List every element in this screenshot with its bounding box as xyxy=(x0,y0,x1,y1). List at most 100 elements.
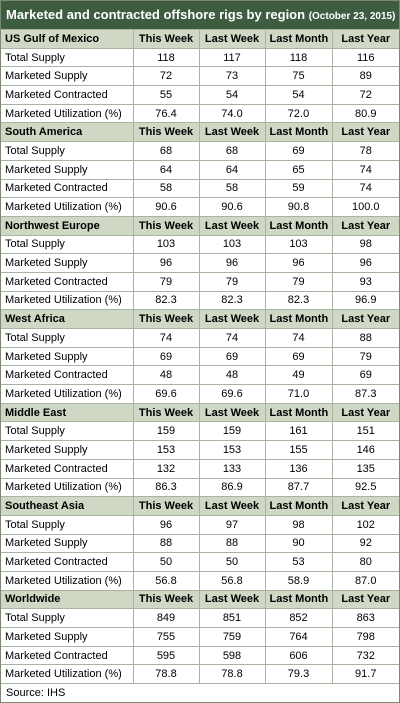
column-header: Last Year xyxy=(331,29,399,49)
rig-table: US Gulf of Mexico This Week Last Week Last … xyxy=(1,29,399,684)
cell: 76.4 xyxy=(132,103,199,123)
cell: 79 xyxy=(264,271,332,292)
cell: 72.0 xyxy=(264,103,332,123)
cell: 595 xyxy=(132,645,199,665)
data-row: Total Supply 159 159 161 151 xyxy=(1,421,399,441)
cell: 78 xyxy=(331,141,399,161)
cell: 80.9 xyxy=(331,103,399,123)
cell: 102 xyxy=(331,514,399,535)
source: Source: IHS xyxy=(1,683,399,702)
cell: 65 xyxy=(264,159,332,179)
cell: 103 xyxy=(132,234,199,254)
row-label: Total Supply xyxy=(1,514,133,535)
cell: 69.6 xyxy=(132,384,199,404)
row-label: Total Supply xyxy=(1,608,133,628)
cell: 79 xyxy=(198,271,265,292)
cell: 96.9 xyxy=(331,290,399,310)
cell: 135 xyxy=(331,458,399,478)
cell: 80 xyxy=(331,552,399,572)
column-header: This Week xyxy=(132,122,199,142)
cell: 58.9 xyxy=(264,570,332,591)
table-body: US Gulf of Mexico This Week Last Week Last … xyxy=(1,29,399,684)
cell: 849 xyxy=(132,608,199,628)
cell: 136 xyxy=(264,458,332,478)
cell: 79.3 xyxy=(264,664,332,684)
column-header: Last Week xyxy=(198,589,265,609)
cell: 118 xyxy=(264,47,332,67)
data-row: Total Supply 96 97 98 102 xyxy=(1,514,399,535)
data-row: Marketed Utilization (%) 69.6 69.6 71.0 87.3 xyxy=(1,384,399,404)
cell: 92 xyxy=(331,533,399,553)
cell: 53 xyxy=(264,552,332,572)
region-name: Worldwide xyxy=(1,589,133,609)
column-header: Last Week xyxy=(198,402,265,422)
row-label: Marketed Contracted xyxy=(1,645,133,665)
region-name: Northwest Europe xyxy=(1,215,133,236)
row-label: Marketed Utilization (%) xyxy=(1,477,133,497)
cell: 73 xyxy=(198,66,265,86)
cell: 89 xyxy=(331,66,399,86)
data-row: Marketed Supply 72 73 75 89 xyxy=(1,66,399,86)
cell: 764 xyxy=(264,627,332,647)
cell: 100.0 xyxy=(331,197,399,217)
cell: 96 xyxy=(264,253,332,273)
row-label: Marketed Contracted xyxy=(1,365,133,385)
cell: 68 xyxy=(132,141,199,161)
cell: 155 xyxy=(264,440,332,460)
column-header: This Week xyxy=(132,589,199,609)
row-label: Marketed Contracted xyxy=(1,271,133,292)
column-header: Last Month xyxy=(264,29,332,49)
column-header: Last Year xyxy=(331,122,399,142)
data-row: Marketed Utilization (%) 78.8 78.8 79.3 91.7 xyxy=(1,664,399,684)
cell: 82.3 xyxy=(264,290,332,310)
data-row: Marketed Contracted 50 50 53 80 xyxy=(1,552,399,572)
cell: 132 xyxy=(132,458,199,478)
column-header: Last Week xyxy=(198,215,265,236)
cell: 48 xyxy=(132,365,199,385)
data-row: Marketed Supply 88 88 90 92 xyxy=(1,533,399,553)
data-row: Marketed Utilization (%) 82.3 82.3 82.3 96.9 xyxy=(1,290,399,310)
row-label: Marketed Utilization (%) xyxy=(1,570,133,591)
cell: 74 xyxy=(264,328,332,348)
column-header: This Week xyxy=(132,215,199,236)
cell: 69 xyxy=(331,365,399,385)
cell: 90.6 xyxy=(198,197,265,217)
region-name: West Africa xyxy=(1,309,133,329)
cell: 68 xyxy=(198,141,265,161)
region-name: Southeast Asia xyxy=(1,496,133,516)
cell: 74 xyxy=(331,178,399,198)
data-row: Total Supply 74 74 74 88 xyxy=(1,328,399,348)
data-row: Marketed Contracted 48 48 49 69 xyxy=(1,365,399,385)
cell: 153 xyxy=(132,440,199,460)
cell: 82.3 xyxy=(132,290,199,310)
cell: 92.5 xyxy=(331,477,399,497)
cell: 55 xyxy=(132,85,199,105)
data-row: Marketed Contracted 79 79 79 93 xyxy=(1,271,399,292)
cell: 74 xyxy=(198,328,265,348)
row-label: Total Supply xyxy=(1,47,133,67)
data-row: Marketed Utilization (%) 90.6 90.6 90.8 100.… xyxy=(1,197,399,217)
cell: 151 xyxy=(331,421,399,441)
cell: 87.7 xyxy=(264,477,332,497)
row-label: Marketed Supply xyxy=(1,627,133,647)
row-label: Marketed Utilization (%) xyxy=(1,103,133,123)
data-row: Marketed Contracted 55 54 54 72 xyxy=(1,85,399,105)
cell: 72 xyxy=(132,66,199,86)
row-label: Marketed Supply xyxy=(1,440,133,460)
row-label: Marketed Contracted xyxy=(1,458,133,478)
cell: 69 xyxy=(198,346,265,366)
cell: 88 xyxy=(198,533,265,553)
cell: 49 xyxy=(264,365,332,385)
cell: 54 xyxy=(264,85,332,105)
cell: 103 xyxy=(198,234,265,254)
cell: 798 xyxy=(331,627,399,647)
cell: 852 xyxy=(264,608,332,628)
cell: 64 xyxy=(198,159,265,179)
data-row: Total Supply 118 117 118 116 xyxy=(1,47,399,67)
cell: 146 xyxy=(331,440,399,460)
cell: 78.8 xyxy=(132,664,199,684)
row-label: Marketed Utilization (%) xyxy=(1,290,133,310)
column-header: Last Month xyxy=(264,122,332,142)
section-header: Southeast Asia This Week Last Week Last Mon… xyxy=(1,496,399,516)
